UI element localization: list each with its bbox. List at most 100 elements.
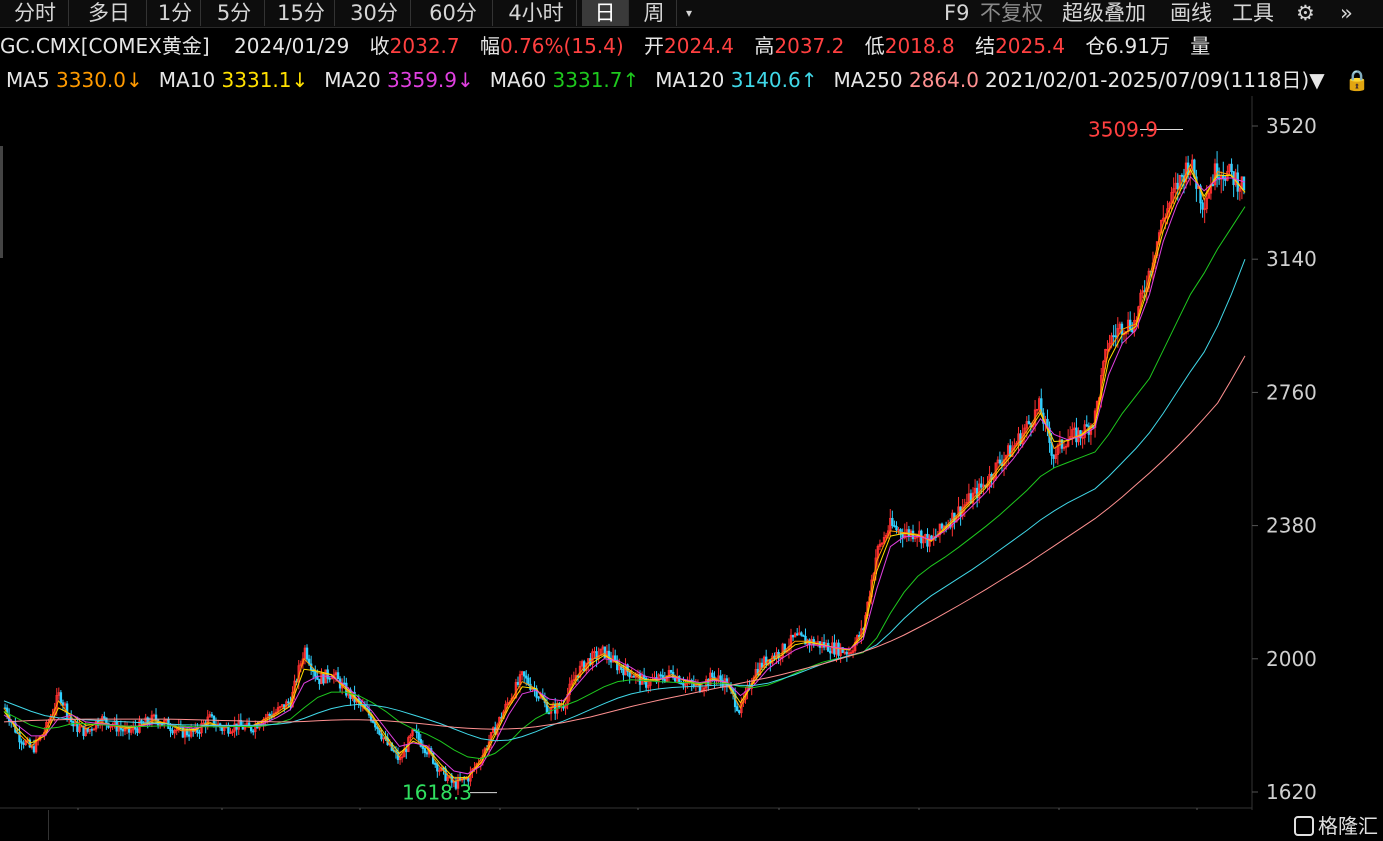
candle-body bbox=[152, 714, 156, 717]
candle-body bbox=[299, 663, 303, 667]
ma-value-2: 3359.9↓ bbox=[387, 68, 474, 92]
candle-body bbox=[891, 517, 894, 526]
gear-icon[interactable]: ⚙ bbox=[1296, 1, 1315, 25]
candle-body bbox=[491, 727, 495, 733]
y-tick-label: 2000 bbox=[1266, 647, 1317, 671]
caret-down-icon[interactable]: ▾ bbox=[685, 6, 693, 20]
candle-body bbox=[1180, 174, 1184, 177]
candle-body bbox=[425, 752, 429, 755]
tab-9[interactable]: 周 bbox=[632, 0, 677, 26]
candle-body bbox=[736, 706, 739, 712]
toolbar-item-0[interactable]: F9 bbox=[944, 1, 970, 25]
period-toolbar: 分时 多日 1分 5分 15分 30分 60分 4小时日周 ▾ F9 不复权 超级叠加 画线 工具 ⚙ » bbox=[0, 0, 1383, 28]
candle-body bbox=[837, 642, 840, 656]
candle-body bbox=[1104, 348, 1107, 363]
candle-body bbox=[793, 633, 797, 638]
candle-body bbox=[798, 632, 801, 636]
candle-body bbox=[711, 672, 714, 678]
candle-body bbox=[103, 716, 106, 719]
candle-body bbox=[175, 729, 178, 732]
tab-5[interactable]: 30分 bbox=[338, 0, 411, 26]
gelonghui-logo: 格隆汇 bbox=[1294, 810, 1378, 839]
candle-body bbox=[1052, 454, 1055, 459]
candle-body bbox=[915, 536, 919, 539]
candle-body bbox=[1178, 174, 1182, 190]
quote-bar: GC.CMX[COMEX黄金] 2024/01/29 收2032.7 幅0.76… bbox=[0, 31, 1210, 61]
candle-body bbox=[208, 714, 211, 718]
toolbar-item-4[interactable]: 工具 bbox=[1232, 1, 1274, 25]
candle-body bbox=[702, 687, 706, 691]
candle-body bbox=[1201, 202, 1204, 210]
left-scroll-handle[interactable] bbox=[0, 146, 3, 258]
candle-body bbox=[537, 696, 540, 699]
toolbar-item-3[interactable]: 画线 bbox=[1170, 1, 1212, 25]
tab-4[interactable]: 15分 bbox=[268, 0, 335, 26]
candle-body bbox=[1071, 429, 1074, 438]
candle-body bbox=[719, 675, 722, 681]
oi-label: 仓 bbox=[1085, 34, 1106, 58]
candle-body bbox=[121, 729, 125, 732]
candle-body bbox=[829, 650, 832, 654]
candle-body bbox=[1102, 361, 1105, 376]
candle-body bbox=[233, 723, 236, 732]
candle-body bbox=[804, 635, 807, 645]
candle-body bbox=[632, 675, 636, 678]
candle-body bbox=[893, 525, 896, 527]
ma-label-1: MA10 bbox=[158, 68, 222, 92]
candle-body bbox=[843, 651, 846, 654]
candle-body bbox=[57, 692, 61, 696]
candle-body bbox=[1035, 408, 1039, 411]
tab-8[interactable]: 日 bbox=[582, 0, 629, 26]
tab-2[interactable]: 1分 bbox=[150, 0, 201, 26]
candle-body bbox=[1064, 445, 1068, 448]
volume-label[interactable]: 量 bbox=[1190, 34, 1211, 58]
candle-body bbox=[154, 714, 158, 721]
candle-body bbox=[371, 720, 375, 723]
candle-body bbox=[119, 727, 123, 730]
candle-body bbox=[791, 634, 795, 638]
tab-1[interactable]: 多日 bbox=[72, 0, 147, 26]
candle-body bbox=[800, 632, 803, 636]
ma60-line bbox=[3, 206, 1246, 760]
tab-3[interactable]: 5分 bbox=[204, 0, 265, 26]
candle-body bbox=[582, 661, 586, 672]
candle-body bbox=[67, 716, 71, 719]
candle-body bbox=[613, 655, 617, 661]
candle-body bbox=[1174, 182, 1177, 190]
candle-body bbox=[913, 537, 917, 540]
candle-body bbox=[130, 729, 133, 733]
y-tick-label: 2380 bbox=[1266, 514, 1317, 538]
candle-body bbox=[940, 523, 944, 529]
candle-body bbox=[845, 651, 849, 655]
y-tick-label: 3140 bbox=[1266, 247, 1317, 271]
candle-body bbox=[895, 526, 898, 531]
tab-7[interactable]: 4小时 bbox=[496, 0, 577, 26]
candle-body bbox=[330, 677, 334, 680]
candle-body bbox=[117, 727, 120, 732]
candle-body bbox=[1141, 290, 1144, 294]
candle-body bbox=[278, 706, 282, 708]
tab-6[interactable]: 60分 bbox=[414, 0, 493, 26]
low-value: 2018.8 bbox=[884, 34, 955, 58]
candle-body bbox=[605, 650, 609, 659]
candle-body bbox=[872, 573, 875, 581]
ma250-line bbox=[3, 355, 1246, 730]
lock-icon[interactable]: 🔒 bbox=[1344, 68, 1370, 92]
ma-label-4: MA120 bbox=[655, 68, 731, 92]
ma-label-0: MA5 bbox=[6, 68, 57, 92]
candle-body bbox=[336, 672, 340, 680]
toolbar-item-1[interactable]: 不复权 bbox=[980, 1, 1043, 25]
candle-body bbox=[382, 737, 385, 740]
candle-body bbox=[1228, 163, 1231, 172]
candle-body bbox=[109, 725, 112, 728]
tab-0[interactable]: 分时 bbox=[2, 0, 69, 26]
candle-body bbox=[593, 651, 596, 653]
double-chevron-right-icon[interactable]: » bbox=[1340, 1, 1353, 25]
candle-body bbox=[880, 542, 884, 545]
candlestick-chart[interactable]: 352031402760238020001620GCQ21EGCG22EGCQ2… bbox=[0, 96, 1383, 810]
toolbar-item-2[interactable]: 超级叠加 bbox=[1062, 1, 1146, 25]
candle-body bbox=[595, 651, 598, 660]
candle-body bbox=[231, 730, 234, 733]
date-range[interactable]: 2021/02/01-2025/07/09(1118日)▼ bbox=[984, 68, 1325, 92]
candle-body bbox=[618, 665, 621, 671]
